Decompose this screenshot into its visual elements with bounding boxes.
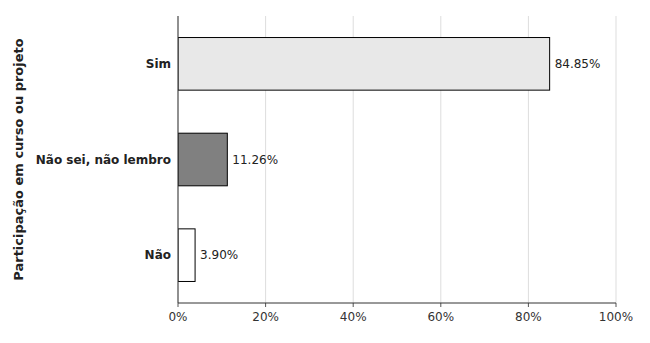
tick-mark <box>616 303 617 307</box>
y-axis: Sim Não sei, não lembro Não <box>36 57 171 262</box>
tick-mark <box>178 303 179 307</box>
grid-line <box>616 16 617 303</box>
data-labels: 84.85% 11.26% 3.90% <box>200 57 600 262</box>
category-label: Sim <box>146 57 171 71</box>
tick-mark <box>528 303 529 307</box>
tick-label: 80% <box>515 310 542 324</box>
grid-line <box>178 16 179 303</box>
data-label: 11.26% <box>232 153 278 167</box>
grid <box>178 16 616 303</box>
bar <box>178 133 227 186</box>
bars <box>178 38 550 282</box>
y-axis-label: Participação em curso ou projeto <box>11 38 26 281</box>
bar <box>178 229 195 282</box>
tick-mark <box>265 303 266 307</box>
tick-label: 20% <box>252 310 279 324</box>
y-axis-line <box>178 16 179 303</box>
tick-label: 60% <box>427 310 454 324</box>
tick-label: 40% <box>340 310 367 324</box>
tick-mark <box>353 303 354 307</box>
category-label: Não <box>145 248 171 262</box>
bar <box>178 38 550 91</box>
tick-label: 0% <box>168 310 187 324</box>
x-axis-line <box>178 303 616 304</box>
x-axis: 0% 20% 40% 60% 80% 100% <box>168 303 633 324</box>
category-label: Não sei, não lembro <box>36 153 171 167</box>
tick-label: 100% <box>599 310 633 324</box>
data-label: 84.85% <box>555 57 601 71</box>
chart: 0% 20% 40% 60% 80% 100% 84.85% 11.26% 3.90% Sim Nã… <box>0 0 650 343</box>
tick-mark <box>440 303 441 307</box>
data-label: 3.90% <box>200 248 238 262</box>
